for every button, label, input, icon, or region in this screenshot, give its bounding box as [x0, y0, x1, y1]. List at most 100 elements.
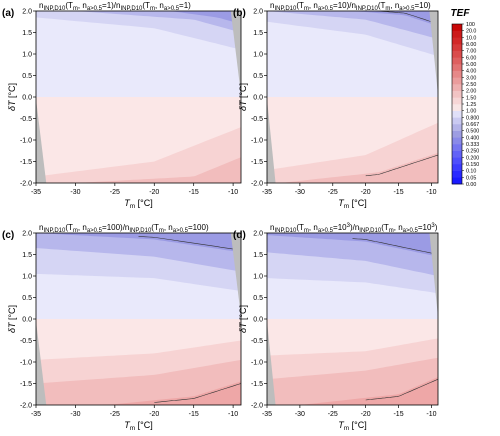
y-tick-label: 1.0 [253, 52, 263, 59]
x-tick-label: -30 [295, 189, 305, 196]
title-sub: INP,D10 [359, 228, 382, 234]
colorbar-segment [452, 177, 462, 185]
title-sub: m [73, 228, 78, 234]
colorbar-tick-label: 0.400 [466, 135, 479, 141]
contour-line-upper [138, 236, 241, 251]
title-sub: INP,D10 [129, 228, 152, 234]
title-sub: a>0.5 [318, 6, 334, 12]
colorbar-tick-label: 20.0 [466, 29, 476, 35]
y-tick-label: -2.0 [20, 403, 32, 410]
colorbar-tick-label: 0.150 [466, 162, 479, 168]
colorbar: 0.000.050.100.1500.2000.2500.3330.4000.5… [451, 8, 480, 188]
colorbar-segment [452, 164, 462, 171]
colorbar-tick-label: 0.500 [466, 129, 479, 135]
x-tick-label: -10 [426, 189, 436, 196]
colorbar-tick-label: 2.50 [466, 82, 476, 88]
colorbar-tick-label: 0.00 [466, 182, 476, 188]
y-tick-label: 1.5 [253, 252, 263, 259]
colorbar-segment [452, 37, 462, 45]
y-tick-label: -1.0 [251, 138, 263, 145]
title-part: , n [394, 223, 403, 232]
panel-label: (c) [2, 230, 14, 241]
x-axis-label: Tm [°C] [124, 198, 153, 210]
colorbar-tick-label: 100 [466, 22, 475, 28]
x-label-var: T [338, 198, 345, 208]
x-tick-label: -10 [426, 411, 436, 418]
colorbar-tick-label: 0.800 [466, 115, 479, 121]
y-tick-label: -0.5 [20, 338, 32, 345]
title-part: , n [164, 223, 173, 232]
colorbar-segment [452, 137, 462, 145]
colorbar-segment [452, 84, 462, 91]
title-part: (T [296, 223, 304, 232]
y-label-var: δT [238, 99, 248, 111]
masked-region-left [267, 99, 276, 183]
y-tick-label: 0.5 [253, 73, 263, 80]
masked-region-left [36, 321, 47, 405]
x-label-sub: m [130, 203, 135, 210]
contour-band-0.400-0.500 [267, 11, 438, 27]
plot-area [36, 233, 241, 405]
colorbar-segment [452, 44, 462, 51]
title-part: =10)/n [333, 1, 356, 10]
title-sub: m [73, 6, 78, 12]
colorbar-tick-label: 1.00 [466, 109, 476, 115]
masked-region-left [267, 321, 276, 405]
y-tick-label: 2.0 [253, 9, 263, 16]
y-tick-label: 1.5 [22, 252, 32, 259]
panel-label: (b) [233, 8, 246, 19]
x-tick-label: -15 [189, 189, 199, 196]
y-tick-label: 1.0 [22, 52, 32, 59]
title-part: n [39, 223, 43, 232]
y-axis-label: δT [°C] [238, 83, 248, 111]
y-label-var: δT [7, 99, 17, 111]
title-part: =100) [188, 223, 209, 232]
contour-line-upper [352, 238, 438, 255]
title-sub: INP,D10 [43, 228, 66, 234]
x-label-var: T [338, 420, 345, 430]
title-sup: 3 [347, 223, 351, 229]
y-tick-label: 1.0 [22, 274, 32, 281]
colorbar-segment [452, 130, 462, 138]
colorbar-segment [452, 110, 462, 118]
plot-area [267, 11, 438, 183]
contour-band-0.400-0.500 [36, 233, 241, 253]
x-tick-label: -35 [31, 411, 41, 418]
colorbar-segment [452, 57, 462, 65]
title-part: =1) [179, 1, 191, 10]
masked-region-right [429, 233, 438, 317]
y-tick-label: -1.5 [251, 381, 263, 388]
y-tick-label: 0.0 [22, 95, 32, 102]
title-part: , n [78, 223, 87, 232]
title-part: =10) [414, 1, 431, 10]
panel-b: -2.0 -1.5 -1.0 -0.5 0.0 0.5 1.0 1.5 2.0 -35 -30 -25… [233, 1, 439, 210]
y-tick-label: 0.0 [253, 317, 263, 324]
title-part: =10 [418, 223, 432, 232]
colorbar-segment [452, 124, 462, 131]
y-axis-label: δT [°C] [7, 305, 17, 333]
colorbar-segment [452, 117, 462, 125]
colorbar-segment [452, 77, 462, 85]
panel-title: nINP,D10(Tm, na>0.5=100)/nINP,D10(Tm, na… [39, 223, 209, 234]
title-sup: 3 [431, 223, 435, 229]
x-tick-label: -25 [328, 411, 338, 418]
title-part: , n [155, 1, 164, 10]
contour-band-2.00-2.50 [267, 377, 438, 405]
contour-line-lower [154, 383, 241, 403]
title-part: (T [65, 1, 73, 10]
colorbar-tick-label: 10.0 [466, 35, 476, 41]
y-axis-label: δT [°C] [238, 305, 248, 333]
y-label-unit: [°C] [7, 305, 17, 323]
x-axis-label: Tm [°C] [338, 420, 367, 432]
contour-band-0.500-0.667 [36, 11, 241, 33]
title-part: (T [142, 1, 150, 10]
y-tick-label: 0.5 [253, 295, 263, 302]
y-tick-label: 2.0 [22, 9, 32, 16]
y-label-unit: [°C] [238, 305, 248, 323]
title-part: (T [296, 1, 304, 10]
colorbar-tick-label: 1.25 [466, 102, 476, 108]
x-tick-label: -20 [149, 189, 159, 196]
title-sub: a>0.5 [173, 228, 189, 234]
title-sub: m [304, 228, 309, 234]
x-tick-label: -30 [70, 411, 80, 418]
